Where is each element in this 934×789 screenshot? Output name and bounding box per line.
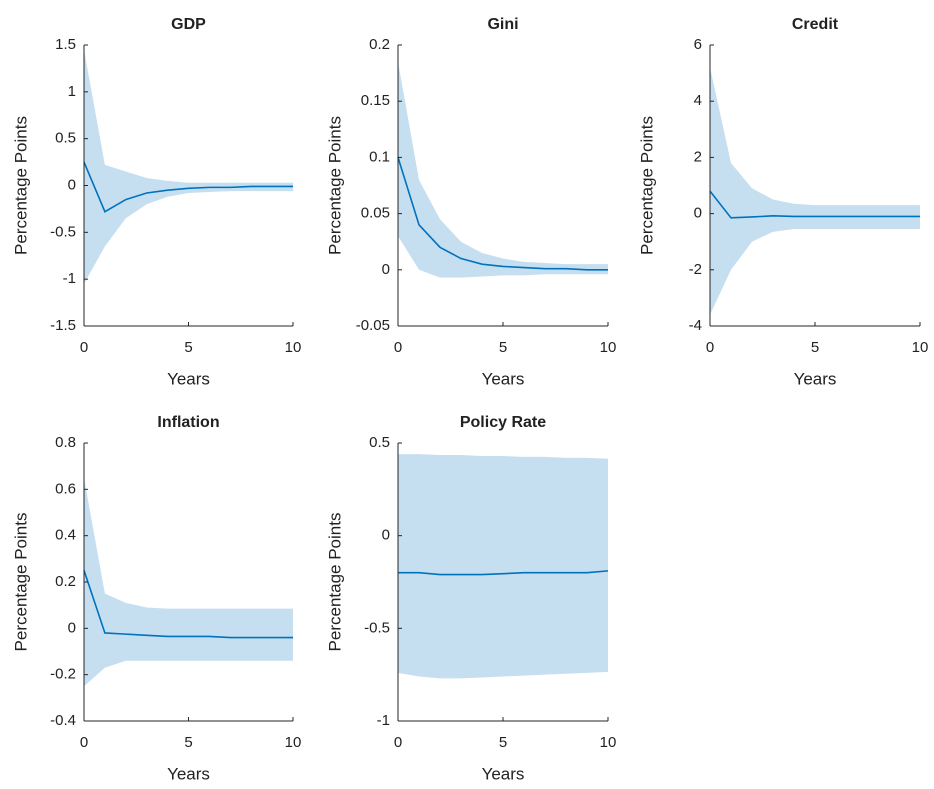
- line: [83, 161, 293, 213]
- subplot: -1 -0.5 0 0.5 0 5 10 Policy Rate Years Percentage…: [325, 414, 616, 783]
- y-tick-label: 0.1: [369, 148, 390, 165]
- subplot-title: Credit: [792, 16, 839, 33]
- y-tick-label: -0.5: [50, 223, 76, 240]
- y-tick-label: 0: [382, 527, 390, 544]
- x-tick-label: 0: [80, 339, 88, 356]
- y-tick-label: 0.15: [361, 92, 390, 109]
- x-tick-label: 5: [499, 339, 507, 356]
- y-tick-label: 2: [694, 148, 702, 165]
- y-tick-label: 0: [68, 619, 76, 636]
- y-tick-label: 0.5: [369, 434, 390, 451]
- y-tick-label: -0.4: [50, 712, 76, 729]
- y-axis-label: Percentage Points: [325, 116, 344, 255]
- x-tick-label: 0: [394, 734, 402, 751]
- line: [398, 570, 609, 576]
- x-tick-label: 5: [499, 734, 507, 751]
- y-tick-label: 0: [694, 205, 702, 222]
- x-tick-label: 5: [811, 339, 819, 356]
- y-tick-label: -0.05: [356, 317, 390, 334]
- line: [83, 570, 293, 639]
- y-tick-label: 0: [382, 261, 390, 278]
- confidence-band: [710, 67, 920, 315]
- subplot-title: Policy Rate: [460, 414, 546, 431]
- x-tick-label: 10: [600, 734, 617, 751]
- x-tick-label: 0: [394, 339, 402, 356]
- line: [397, 157, 608, 271]
- x-tick-label: 0: [706, 339, 714, 356]
- subplot: -4 -2 0 2 4 6 0 5 10 Credit Years Percentage Points: [637, 16, 928, 388]
- y-tick-label: 0.2: [55, 573, 76, 590]
- confidence-band: [398, 454, 608, 679]
- x-tick-label: 10: [912, 339, 929, 356]
- y-tick-label: 0.5: [55, 130, 76, 147]
- y-tick-label: -4: [689, 317, 702, 334]
- x-tick-label: 10: [285, 339, 302, 356]
- subplot: -0.4 -0.2 0 0.2 0.4 0.6 0.8 0 5 10 Inflation Years P…: [11, 414, 301, 783]
- y-tick-label: 0.4: [55, 527, 76, 544]
- confidence-band: [398, 61, 608, 278]
- x-tick-label: 10: [285, 734, 302, 751]
- y-tick-label: 1: [68, 83, 76, 100]
- subplot: -1.5 -1 -0.5 0 0.5 1 1.5 0 5 10 GDP Years Percentage…: [11, 16, 301, 388]
- y-tick-label: -1: [377, 712, 390, 729]
- x-axis-label: Years: [794, 369, 837, 388]
- x-axis-label: Years: [167, 764, 210, 783]
- y-tick-label: -2: [689, 261, 702, 278]
- y-axis-label: Percentage Points: [11, 513, 30, 652]
- subplot-title: Inflation: [157, 414, 219, 431]
- y-tick-label: -1: [63, 270, 76, 287]
- subplot-title: GDP: [171, 16, 206, 33]
- y-tick-label: -0.5: [364, 619, 390, 636]
- y-tick-label: 4: [694, 92, 702, 109]
- y-tick-label: 0.05: [361, 205, 390, 222]
- y-axis-label: Percentage Points: [325, 513, 344, 652]
- y-tick-label: 1.5: [55, 36, 76, 53]
- y-axis-label: Percentage Points: [637, 116, 656, 255]
- y-tick-label: -0.2: [50, 666, 76, 683]
- x-axis-label: Years: [482, 369, 525, 388]
- x-axis-label: Years: [482, 764, 525, 783]
- x-tick-label: 5: [184, 339, 192, 356]
- confidence-band: [84, 49, 293, 284]
- y-axis-label: Percentage Points: [11, 116, 30, 255]
- confidence-band: [84, 477, 293, 687]
- y-tick-label: 0.2: [369, 36, 390, 53]
- x-tick-label: 0: [80, 734, 88, 751]
- line: [709, 190, 920, 219]
- y-tick-label: -1.5: [50, 317, 76, 334]
- x-tick-label: 10: [600, 339, 617, 356]
- y-tick-label: 0.8: [55, 434, 76, 451]
- y-tick-label: 0: [68, 176, 76, 193]
- y-tick-label: 0.6: [55, 480, 76, 497]
- subplot-title: Gini: [487, 16, 518, 33]
- x-axis-label: Years: [167, 369, 210, 388]
- x-tick-label: 5: [184, 734, 192, 751]
- y-tick-label: 6: [694, 36, 702, 53]
